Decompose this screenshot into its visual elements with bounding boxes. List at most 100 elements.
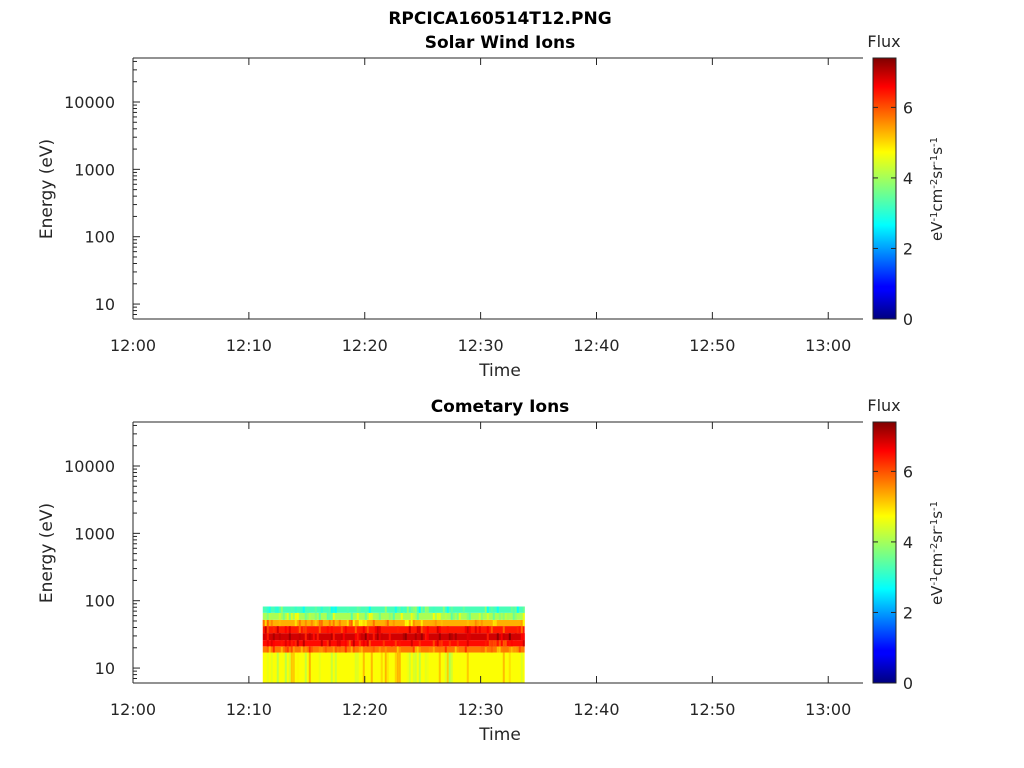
flux-cell <box>306 606 309 613</box>
panel-title: Cometary Ions <box>431 397 570 417</box>
flux-band <box>262 633 525 641</box>
y-tick-label: 10 <box>95 295 115 314</box>
flux-cell <box>394 606 397 613</box>
flux-cell <box>288 640 291 647</box>
flux-cell <box>334 619 337 627</box>
flux-cell <box>522 640 525 647</box>
flux-cell <box>314 619 317 627</box>
flux-cell <box>506 612 509 620</box>
panel-title: Solar Wind Ions <box>425 33 576 53</box>
flux-cell <box>420 626 423 634</box>
flux-cell <box>280 646 283 653</box>
x-tick-label: 12:20 <box>342 700 388 719</box>
flux-cell <box>480 646 483 653</box>
y-axis-label: Energy (eV) <box>37 503 57 603</box>
flux-cell <box>366 633 369 641</box>
flux-cell <box>474 619 477 627</box>
flux-cell <box>436 640 439 647</box>
flux-cell <box>270 652 273 683</box>
flux-cell <box>428 646 431 653</box>
flux-cell <box>264 633 267 641</box>
flux-cell <box>364 606 367 613</box>
flux-cell <box>410 612 413 620</box>
flux-cell <box>386 652 389 683</box>
flux-cell <box>272 633 275 641</box>
flux-cell <box>312 633 315 641</box>
flux-cell <box>508 640 511 647</box>
flux-cell <box>492 619 495 627</box>
flux-cell <box>424 606 427 613</box>
flux-cell <box>496 606 499 613</box>
flux-cell <box>502 612 505 620</box>
cometary-ions-panel: Cometary Ions 12:00 12:10 12:20 12:30 12:40 1… <box>37 396 946 745</box>
flux-cell <box>328 640 331 647</box>
flux-cell <box>452 612 455 620</box>
flux-cell <box>400 612 403 620</box>
flux-cell <box>318 619 321 627</box>
flux-cell <box>456 640 459 647</box>
x-tick-label: 12:40 <box>573 700 619 719</box>
flux-cell <box>378 646 381 653</box>
flux-cell <box>502 640 505 647</box>
flux-cell <box>508 633 511 641</box>
flux-cell <box>390 640 393 647</box>
flux-cell <box>462 606 465 613</box>
flux-cell <box>334 606 337 613</box>
flux-cell <box>358 633 361 641</box>
flux-cell <box>486 606 489 613</box>
flux-cell <box>266 606 269 613</box>
flux-cell <box>432 612 435 620</box>
flux-cell <box>324 646 327 653</box>
flux-cell <box>518 646 521 653</box>
flux-cell <box>292 652 295 683</box>
flux-cell <box>510 646 513 653</box>
colorbar-tick-label: 4 <box>903 169 913 188</box>
flux-cell <box>494 640 497 647</box>
flux-cell <box>414 606 417 613</box>
flux-cell <box>264 619 267 627</box>
colorbar-tick-label: 6 <box>903 98 913 117</box>
flux-cell <box>346 619 349 627</box>
flux-cell <box>304 626 307 634</box>
flux-cell <box>376 612 379 620</box>
flux-cell <box>294 606 297 613</box>
flux-cell <box>282 652 285 683</box>
flux-cell <box>304 633 307 641</box>
flux-cell <box>494 619 497 627</box>
flux-cell <box>436 626 439 634</box>
flux-cell <box>362 619 365 627</box>
flux-cell <box>490 606 493 613</box>
flux-cell <box>522 633 525 641</box>
flux-cell <box>304 652 307 683</box>
flux-cell <box>358 619 361 627</box>
flux-cell <box>486 633 489 641</box>
flux-cell <box>398 646 401 653</box>
flux-cell <box>276 652 279 683</box>
flux-cell <box>290 640 293 647</box>
flux-cell <box>338 619 341 627</box>
x-tick-label: 12:30 <box>458 700 504 719</box>
flux-cell <box>290 606 293 613</box>
flux-cell <box>520 626 523 634</box>
colorbar-tick-label: 2 <box>903 239 913 258</box>
flux-cell <box>272 640 275 647</box>
flux-cell <box>368 612 371 620</box>
flux-cell <box>398 640 401 647</box>
flux-cell <box>296 640 299 647</box>
flux-cell <box>330 626 333 634</box>
flux-cell <box>298 606 301 613</box>
flux-cell <box>520 633 523 641</box>
flux-cell <box>370 612 373 620</box>
flux-cell <box>380 652 383 683</box>
y-tick-label: 100 <box>84 592 115 611</box>
flux-cell <box>324 612 327 620</box>
y-tick-label: 1000 <box>74 524 115 543</box>
flux-cell <box>432 646 435 653</box>
flux-cell <box>374 626 377 634</box>
flux-cell <box>450 612 453 620</box>
flux-cell <box>438 626 441 634</box>
flux-cell <box>378 612 381 620</box>
flux-cell <box>280 606 283 613</box>
flux-cell <box>414 633 417 641</box>
flux-cell <box>432 619 435 627</box>
